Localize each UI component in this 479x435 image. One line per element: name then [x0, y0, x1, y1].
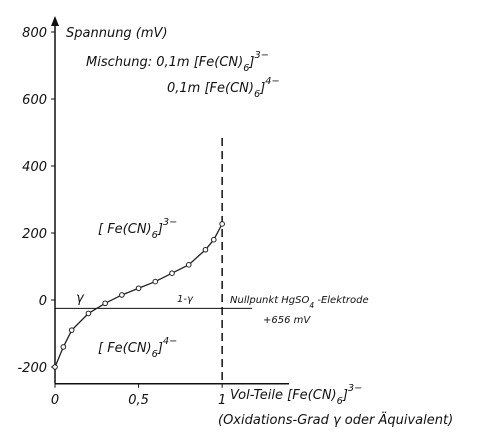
y-axis-arrow [51, 16, 59, 26]
label-part: Nullpunkt HgSO [230, 295, 310, 306]
x-axis-sublabel: (Oxidations-Grad γ oder Äquivalent) [218, 412, 453, 428]
y-axis-label: Spannung (mV) [66, 26, 168, 41]
reference-label: Nullpunkt HgSO4 -Elektrode [230, 295, 369, 310]
label-part: -Elektrode [314, 295, 368, 306]
one-minus-gamma-label: 1-γ [177, 294, 194, 305]
data-point [219, 221, 225, 227]
ox-label: [ Fe(CN)6]3− [98, 217, 177, 241]
label-part: 0,1m [Fe(CN) [167, 81, 254, 96]
label-part: [ Fe(CN) [98, 222, 152, 237]
y-tick-label: 600 [22, 93, 47, 108]
label-part: 6 [254, 89, 260, 100]
x-tick-label: 0 [51, 393, 59, 408]
data-point [119, 292, 125, 298]
mix2-label: 0,1m [Fe(CN)6]4− [167, 76, 280, 100]
label-part: 6 [152, 349, 158, 360]
data-point [102, 300, 108, 307]
data-point [52, 364, 58, 370]
mix-label: Mischung: 0,1m [Fe(CN)6]3− [86, 50, 269, 74]
label-part: (Oxidations-Grad [218, 413, 333, 428]
label-part: 6 [152, 230, 158, 241]
label-part: 3− [348, 383, 362, 394]
label-part: ] [157, 222, 163, 237]
data-point [185, 262, 192, 268]
y-tick-label: 200 [22, 227, 47, 242]
x-tick-label: 0,5 [128, 393, 149, 408]
x-tick-label: 1 [218, 393, 226, 408]
label-part: Vol-Teile [Fe(CN) [230, 388, 337, 403]
red-label: [ Fe(CN)6]4− [98, 336, 177, 360]
label-part: 6 [337, 396, 343, 407]
y-tick-label: 800 [22, 26, 47, 41]
label-part: 3− [163, 217, 177, 228]
label-part: 4 [309, 301, 314, 310]
y-tick-label: 400 [22, 160, 47, 175]
label-part: [ Fe(CN) [98, 341, 152, 356]
label-part: 3− [255, 50, 269, 61]
x-axis-label: Vol-Teile [Fe(CN)6]3− [230, 383, 362, 407]
label-part: oder Äquivalent) [341, 412, 454, 428]
y-tick-label: 0 [39, 294, 47, 309]
label-part: ] [157, 341, 163, 356]
data-point [202, 246, 209, 253]
data-point [85, 310, 92, 317]
data-point [68, 327, 75, 333]
label-part: ] [248, 55, 254, 70]
gamma-label: γ [76, 291, 85, 306]
reference-offset: +656 mV [263, 315, 311, 326]
label-part: γ [333, 413, 342, 428]
label-part: ] [342, 388, 348, 403]
label-part: Mischung: 0,1m [Fe(CN) [86, 55, 243, 70]
data-point [169, 270, 175, 277]
label-part: 4− [265, 76, 279, 87]
label-part: 6 [243, 63, 249, 74]
data-point [210, 236, 217, 243]
data-point [60, 344, 67, 350]
data-point [135, 285, 142, 292]
y-tick-label: -200 [17, 361, 47, 376]
label-part: ] [259, 81, 265, 96]
data-point [152, 278, 159, 285]
label-part: 4− [163, 336, 177, 347]
